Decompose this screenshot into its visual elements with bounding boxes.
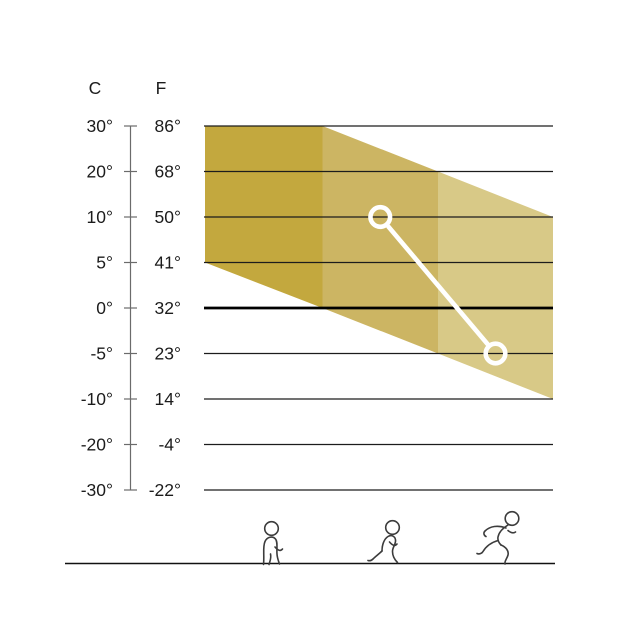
celsius-header: C <box>89 78 102 98</box>
sprinting-icon-back-arm <box>483 525 507 538</box>
fahrenheit-tick-label: 86° <box>155 116 181 136</box>
walking-icon[interactable] <box>262 520 284 566</box>
sprinting-icon-front-leg <box>500 544 509 565</box>
jogging-icon-body <box>381 534 399 564</box>
fahrenheit-header: F <box>156 78 167 98</box>
sprinting-icon[interactable] <box>476 510 520 565</box>
comfort-band-sprinting <box>438 171 553 399</box>
walking-icon-leg <box>268 553 272 566</box>
celsius-tick-label: 5° <box>96 253 113 273</box>
fahrenheit-tick-label: -4° <box>158 435 181 455</box>
series-layer <box>368 204 508 366</box>
walking-icon-body <box>262 536 281 566</box>
grid-layer <box>204 125 553 491</box>
celsius-tick-label: -10° <box>81 389 113 409</box>
celsius-tick-label: -30° <box>81 480 113 500</box>
celsius-tick-label: -5° <box>90 344 113 364</box>
fahrenheit-tick-label: 14° <box>155 389 181 409</box>
jogging-icon-rear-leg <box>367 550 383 562</box>
fahrenheit-tick-label: 41° <box>155 253 181 273</box>
jogging-icon-arm <box>388 541 398 547</box>
fahrenheit-tick-label: -22° <box>149 480 181 500</box>
walking-icon-head <box>263 520 280 537</box>
fahrenheit-tick-label: 50° <box>155 207 181 227</box>
jogging-icon[interactable] <box>367 519 401 564</box>
celsius-tick-label: 20° <box>87 162 113 182</box>
data-point-handle[interactable] <box>483 341 508 366</box>
jogging-icon-head <box>384 519 401 536</box>
fahrenheit-tick-label: 32° <box>155 298 181 318</box>
walking-icon-arm <box>274 546 284 552</box>
scale-layer: C F 30° 86° 20° 68° 10° 50° 5° 41° 0° 32° -5° 23° -10°… <box>81 78 181 500</box>
sprinting-icon-rear-leg <box>476 539 499 555</box>
data-point-handle[interactable] <box>368 204 393 230</box>
celsius-tick-label: 0° <box>96 298 113 318</box>
comfort-band-jogging <box>322 126 438 354</box>
celsius-tick-label: 30° <box>87 116 113 136</box>
celsius-tick-label: 10° <box>87 207 113 227</box>
sprinting-icon-head <box>504 510 520 527</box>
fahrenheit-tick-label: 68° <box>155 162 181 182</box>
sprinting-icon-front-arm <box>507 529 517 534</box>
celsius-tick-label: -20° <box>81 435 113 455</box>
series-connector-line <box>386 224 490 347</box>
fahrenheit-tick-label: 23° <box>155 344 181 364</box>
